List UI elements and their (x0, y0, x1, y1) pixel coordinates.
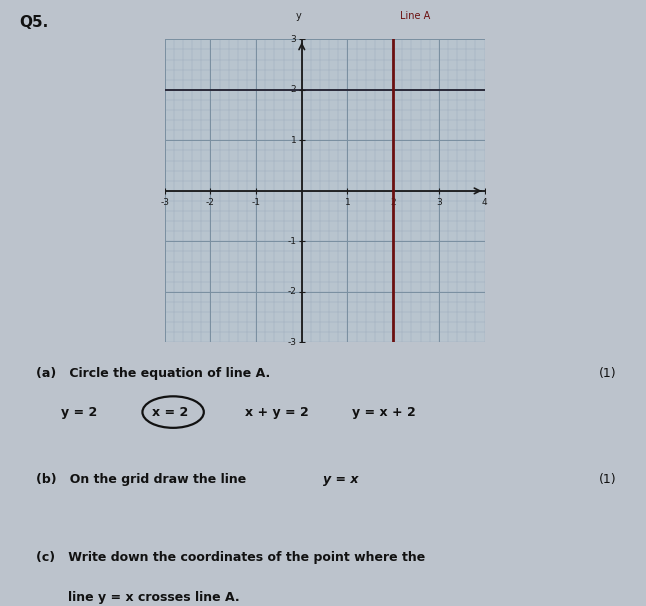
Text: 3: 3 (291, 35, 297, 44)
Text: 2: 2 (291, 85, 297, 95)
Text: y = 2: y = 2 (61, 405, 98, 419)
Text: 2: 2 (390, 198, 396, 207)
Text: y = x + 2: y = x + 2 (352, 405, 416, 419)
Text: y = x: y = x (323, 473, 359, 485)
Text: line y = x crosses line A.: line y = x crosses line A. (68, 591, 240, 604)
Text: -1: -1 (287, 237, 297, 246)
Text: (a)   Circle the equation of line A.: (a) Circle the equation of line A. (36, 367, 270, 379)
Text: Q5.: Q5. (19, 15, 48, 30)
Text: 4: 4 (482, 198, 487, 207)
Text: (b)   On the grid draw the line: (b) On the grid draw the line (36, 473, 245, 485)
Text: (1): (1) (599, 473, 617, 485)
Text: (1): (1) (599, 367, 617, 379)
Text: 3: 3 (436, 198, 442, 207)
Text: x + y = 2: x + y = 2 (245, 405, 309, 419)
Text: -3: -3 (160, 198, 169, 207)
Text: -1: -1 (251, 198, 260, 207)
Text: -2: -2 (287, 287, 297, 296)
Text: 1: 1 (344, 198, 350, 207)
Text: x = 2: x = 2 (152, 405, 188, 419)
Text: Line A: Line A (400, 11, 430, 21)
Text: y: y (296, 11, 302, 21)
Text: -2: -2 (206, 198, 215, 207)
Text: 1: 1 (291, 136, 297, 145)
Text: -3: -3 (287, 338, 297, 347)
Text: (c)   Write down the coordinates of the point where the: (c) Write down the coordinates of the po… (36, 551, 425, 564)
